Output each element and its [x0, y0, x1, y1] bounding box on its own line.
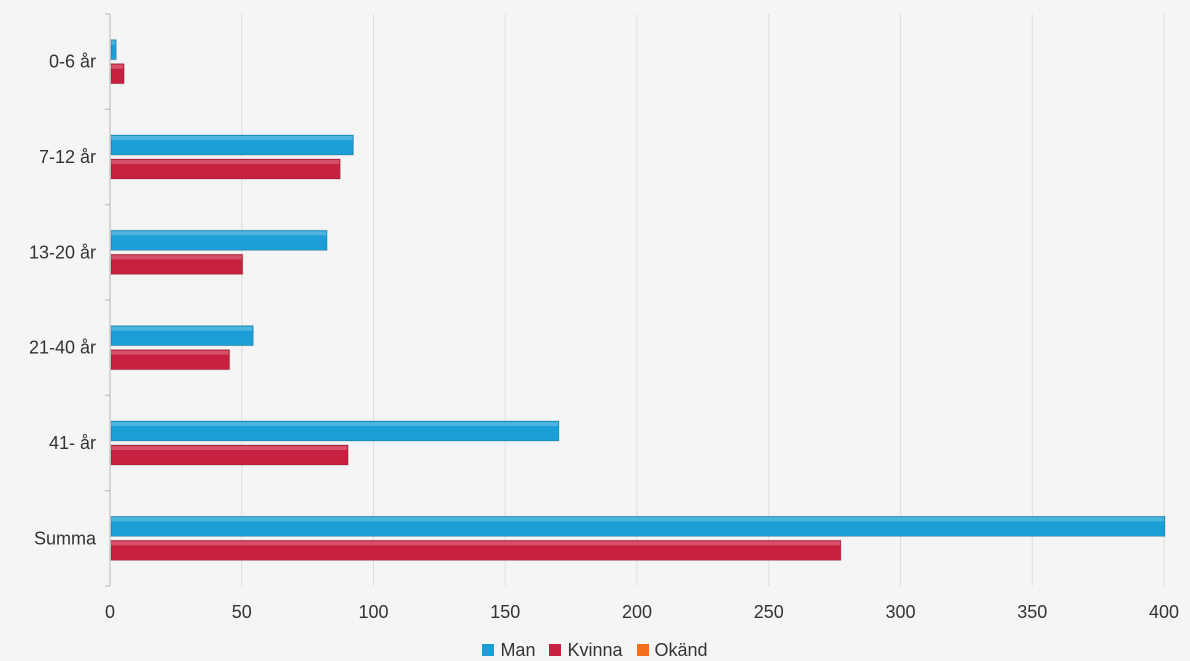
bar-highlight: [111, 136, 353, 140]
bar-highlight: [111, 350, 229, 355]
bar-highlight: [111, 446, 348, 450]
bar-kvinna-21-40-r: [110, 349, 231, 371]
legend-label: Man: [500, 639, 536, 660]
category-label: 0-6 år: [49, 52, 96, 72]
bar-man-0-6-r: [110, 39, 117, 61]
x-tick-label: 300: [885, 602, 915, 622]
category-label: 21-40 år: [29, 338, 96, 358]
bar-man-41-r: [110, 420, 560, 442]
x-tick-label: 250: [754, 602, 784, 622]
bar-kvinna-summa: [110, 539, 842, 561]
legend-item-man[interactable]: Man: [482, 640, 535, 661]
x-tick-label: 150: [490, 602, 520, 622]
category-label: Summa: [34, 528, 97, 548]
x-tick-label: 200: [622, 602, 652, 622]
bar-highlight: [111, 40, 116, 45]
legend-swatch: [482, 644, 495, 656]
legend: Man Kvinna Okänd: [0, 640, 1190, 660]
bar-highlight: [111, 64, 124, 69]
bar-highlight: [111, 231, 327, 236]
bar-kvinna-0-6-r: [110, 63, 125, 85]
bar-kvinna-13-20-r: [110, 253, 244, 275]
legend-swatch: [636, 644, 649, 656]
bar-highlight: [111, 255, 242, 260]
category-label: 41- år: [49, 433, 96, 453]
bar-man-summa: [110, 515, 1166, 537]
bar-highlight: [111, 541, 840, 546]
legend-swatch: [549, 644, 562, 656]
legend-item-kvinna[interactable]: Kvinna: [549, 639, 623, 661]
bar-man-13-20-r: [110, 229, 328, 251]
bar-highlight: [111, 517, 1164, 522]
bar-highlight: [111, 326, 253, 331]
bar-man-21-40-r: [110, 325, 254, 347]
bar-chart-plot: 0-6 år 7-12 år 13-20 år 21-40 år 41- år Summa…: [29, 13, 1179, 622]
bar-highlight: [111, 160, 340, 164]
legend-label: Okänd: [654, 639, 708, 660]
category-label: 7-12 år: [39, 147, 96, 167]
x-tick-label: 350: [1017, 602, 1047, 622]
bar-kvinna-7-12-r: [110, 158, 341, 180]
x-tick-label: 0: [105, 602, 115, 622]
bar-man-7-12-r: [110, 134, 354, 156]
legend-label: Kvinna: [567, 639, 623, 660]
x-tick-label: 400: [1149, 602, 1179, 622]
bar-highlight: [111, 422, 558, 426]
legend-item-okänd[interactable]: Okänd: [636, 639, 708, 661]
x-tick-label: 100: [358, 602, 388, 622]
x-tick-label: 50: [232, 602, 252, 622]
bar-kvinna-41-r: [110, 444, 349, 466]
category-label: 13-20 år: [29, 242, 96, 262]
